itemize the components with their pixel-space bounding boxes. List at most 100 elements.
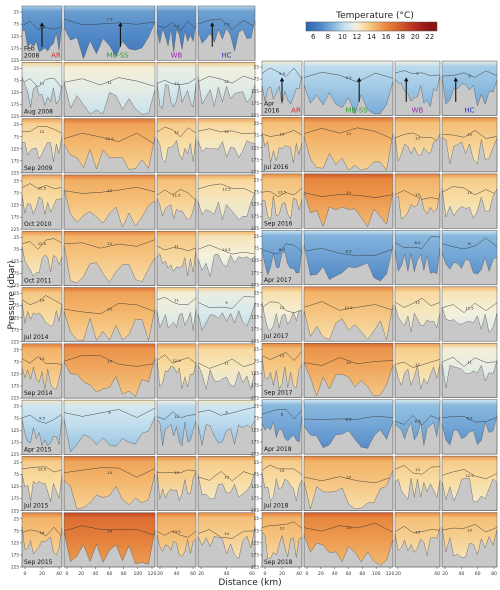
x-tick-label: 60 [107, 571, 113, 577]
panel-frame [261, 117, 303, 173]
y-tick-label: 175 [251, 270, 259, 275]
y-tick-label: 75 [254, 246, 260, 251]
y-tick-label: 175 [251, 496, 259, 501]
seafloor [303, 81, 394, 116]
contour-line [394, 465, 441, 475]
seafloor [197, 303, 256, 342]
contour-line [303, 301, 394, 311]
contour-label: 12.5 [38, 241, 47, 246]
transect-panel: 13 [63, 230, 156, 286]
y-tick-label: 75 [254, 528, 260, 533]
contour-line [21, 77, 63, 89]
seafloor [261, 247, 303, 285]
contour-line [441, 186, 498, 196]
contour-line [197, 128, 256, 135]
contour-label: 12 [40, 129, 45, 134]
region-label: MB-SS [106, 51, 129, 59]
contour-label: 13 [280, 525, 285, 530]
contour-label: 8.5 [414, 419, 421, 424]
transect-panel: 14 [197, 512, 256, 568]
y-tick-label: 75 [14, 303, 20, 308]
x-tick-label: 40 [92, 571, 98, 577]
panel-row: 25 75 125 175 225 13 14 12.5 11 Sep 2014 [11, 343, 256, 401]
x-tick-label: 40 [296, 571, 302, 577]
seafloor [441, 477, 498, 511]
x-tick-label: 20 [279, 571, 285, 577]
panel-frame [441, 399, 498, 455]
panel-frame [197, 5, 256, 61]
contour-label: 13 [467, 527, 472, 532]
contour-line [441, 356, 498, 367]
contour-label: 7.5 [106, 16, 113, 21]
contour-label: 13 [415, 192, 420, 197]
x-tick-label: 80 [121, 571, 127, 577]
x-tick-label: 40 [174, 571, 180, 577]
transect-panel: 13 [441, 117, 498, 173]
contour-label: 12 [174, 81, 179, 86]
y-tick-label: 175 [251, 101, 259, 106]
panel-frame [303, 455, 394, 511]
contour-label: 11.5 [465, 305, 474, 310]
y-tick-label: 125 [11, 484, 19, 489]
panel-frame [21, 118, 63, 174]
x-tick-label: 60 [475, 571, 481, 577]
y-tick-label: 225 [11, 171, 19, 176]
seafloor [441, 187, 498, 229]
y-tick-label: 25 [14, 291, 20, 296]
panel-frame [303, 286, 394, 342]
y-tick-label: 175 [11, 215, 19, 220]
y-tick-label: 175 [11, 271, 19, 276]
panel-row: 25 75 125 175 225 12 12.5 12 12 Sep 2009 [11, 118, 256, 176]
panel-frame [394, 512, 441, 568]
contour-label: 12.5 [38, 185, 47, 190]
y-tick-label: 225 [11, 508, 19, 513]
transect-panel: 14 [63, 512, 156, 568]
transect-panel: 11 [21, 62, 63, 117]
transect-panel: 12.5 [21, 174, 63, 230]
contour-line [261, 464, 303, 475]
date-label: Apr 2017 [264, 277, 292, 284]
panel-row: 25 75 125 175 225 8.5 8.5 8.5 8 Apr 2017 [251, 230, 498, 287]
seafloor [156, 22, 197, 61]
panel-frame [63, 118, 156, 174]
contour-line [63, 355, 156, 367]
contour-line [441, 130, 498, 139]
contour-line [261, 187, 303, 197]
contour-line [394, 190, 441, 200]
panel-frame [156, 62, 197, 117]
contour-label: 12.5 [465, 473, 474, 478]
x-tick-label: 20 [157, 571, 163, 577]
contour-line [156, 354, 197, 364]
colorbar-scale [305, 21, 438, 32]
transect-panel: 9 [197, 287, 256, 343]
date-label: 2008 [24, 52, 39, 59]
transect-panel: 13.5 [21, 456, 63, 511]
contour-label: 13 [107, 307, 112, 312]
y-tick-label: 125 [11, 540, 19, 545]
panel-frame [156, 5, 197, 61]
seafloor [63, 357, 156, 399]
x-axis-title: Distance (km) [218, 578, 282, 588]
y-tick-label: 75 [14, 191, 20, 196]
x-tick-label: 20 [198, 571, 204, 577]
contour-label: 13 [280, 131, 285, 136]
x-tick-label: 40 [332, 571, 338, 577]
panel-frame [261, 342, 303, 398]
transect-panel: 13.5 [261, 173, 303, 229]
y-tick-label: 175 [11, 440, 19, 445]
y-tick-label: 25 [254, 516, 260, 521]
seafloor [63, 136, 156, 174]
panel-frame [197, 287, 256, 343]
seafloor [303, 534, 394, 568]
arrow-head [279, 77, 285, 82]
transect-panel: 7.5 [63, 5, 156, 61]
y-tick-label: 125 [251, 89, 259, 94]
panel-frame [261, 399, 303, 455]
contour-line [197, 244, 256, 255]
panel-frame [394, 342, 441, 398]
x-tick-label: 60 [249, 571, 255, 577]
contour-label: 13 [280, 353, 285, 358]
date-label: Jul 2014 [23, 334, 49, 341]
